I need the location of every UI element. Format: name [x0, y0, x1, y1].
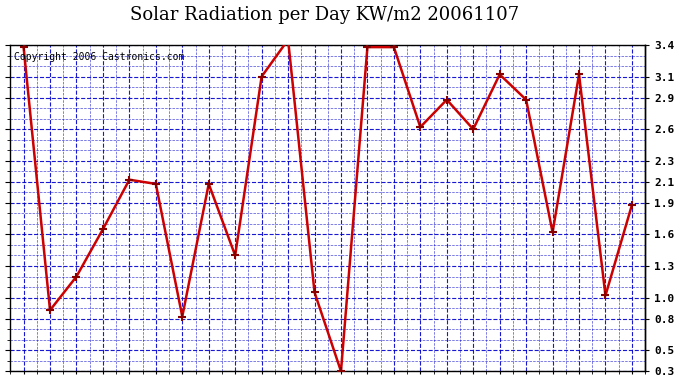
Text: Solar Radiation per Day KW/m2 20061107: Solar Radiation per Day KW/m2 20061107: [130, 6, 519, 24]
Text: Copyright 2006 Castronics.com: Copyright 2006 Castronics.com: [14, 51, 184, 62]
